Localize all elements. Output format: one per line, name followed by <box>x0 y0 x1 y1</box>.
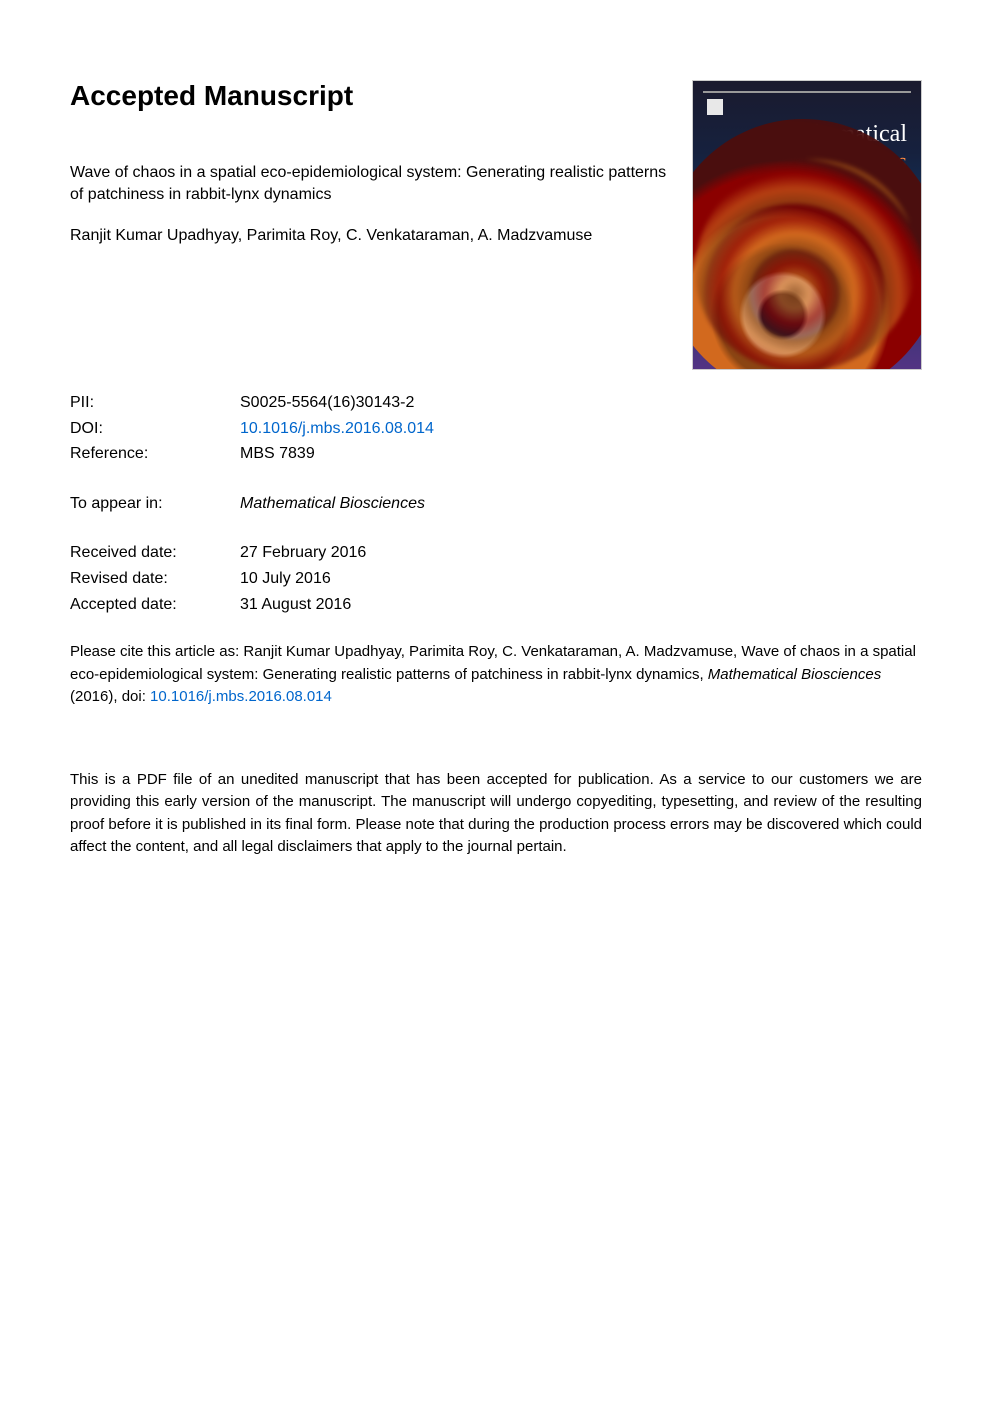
metadata-row-accepted: Accepted date: 31 August 2016 <box>70 592 922 618</box>
received-value: 27 February 2016 <box>240 540 922 566</box>
reference-value: MBS 7839 <box>240 441 922 467</box>
metadata-row-reference: Reference: MBS 7839 <box>70 441 922 467</box>
main-heading: Accepted Manuscript <box>70 80 672 112</box>
metadata-row-revised: Revised date: 10 July 2016 <box>70 566 922 592</box>
cover-divider <box>703 91 911 93</box>
journal-cover-image: Mathematical Biosciences <box>692 80 922 370</box>
doi-label: DOI: <box>70 416 240 442</box>
reference-label: Reference: <box>70 441 240 467</box>
appear-label: To appear in: <box>70 491 240 517</box>
citation-journal: Mathematical Biosciences <box>708 666 881 683</box>
article-title: Wave of chaos in a spatial eco-epidemiol… <box>70 162 672 207</box>
appear-value: Mathematical Biosciences <box>240 491 922 517</box>
accepted-value: 31 August 2016 <box>240 592 922 618</box>
revised-label: Revised date: <box>70 566 240 592</box>
doi-value[interactable]: 10.1016/j.mbs.2016.08.014 <box>240 416 922 442</box>
disclaimer-text: This is a PDF file of an unedited manusc… <box>70 769 922 859</box>
authors: Ranjit Kumar Upadhyay, Parimita Roy, C. … <box>70 225 672 247</box>
accepted-label: Accepted date: <box>70 592 240 618</box>
metadata-row-pii: PII: S0025-5564(16)30143-2 <box>70 390 922 416</box>
header-left: Accepted Manuscript Wave of chaos in a s… <box>70 80 672 267</box>
metadata-row-appear: To appear in: Mathematical Biosciences <box>70 491 922 517</box>
metadata-appear-table: To appear in: Mathematical Biosciences <box>70 491 922 517</box>
pii-label: PII: <box>70 390 240 416</box>
received-label: Received date: <box>70 540 240 566</box>
header: Accepted Manuscript Wave of chaos in a s… <box>70 80 922 370</box>
citation-doi-link[interactable]: 10.1016/j.mbs.2016.08.014 <box>150 688 332 705</box>
citation-year: (2016), doi: <box>70 688 150 705</box>
metadata-row-received: Received date: 27 February 2016 <box>70 540 922 566</box>
metadata-dates-table: Received date: 27 February 2016 Revised … <box>70 540 922 617</box>
citation-text: Please cite this article as: Ranjit Kuma… <box>70 641 922 709</box>
metadata-row-doi: DOI: 10.1016/j.mbs.2016.08.014 <box>70 416 922 442</box>
metadata-table: PII: S0025-5564(16)30143-2 DOI: 10.1016/… <box>70 390 922 467</box>
revised-value: 10 July 2016 <box>240 566 922 592</box>
elsevier-logo-icon <box>707 99 723 115</box>
pii-value: S0025-5564(16)30143-2 <box>240 390 922 416</box>
